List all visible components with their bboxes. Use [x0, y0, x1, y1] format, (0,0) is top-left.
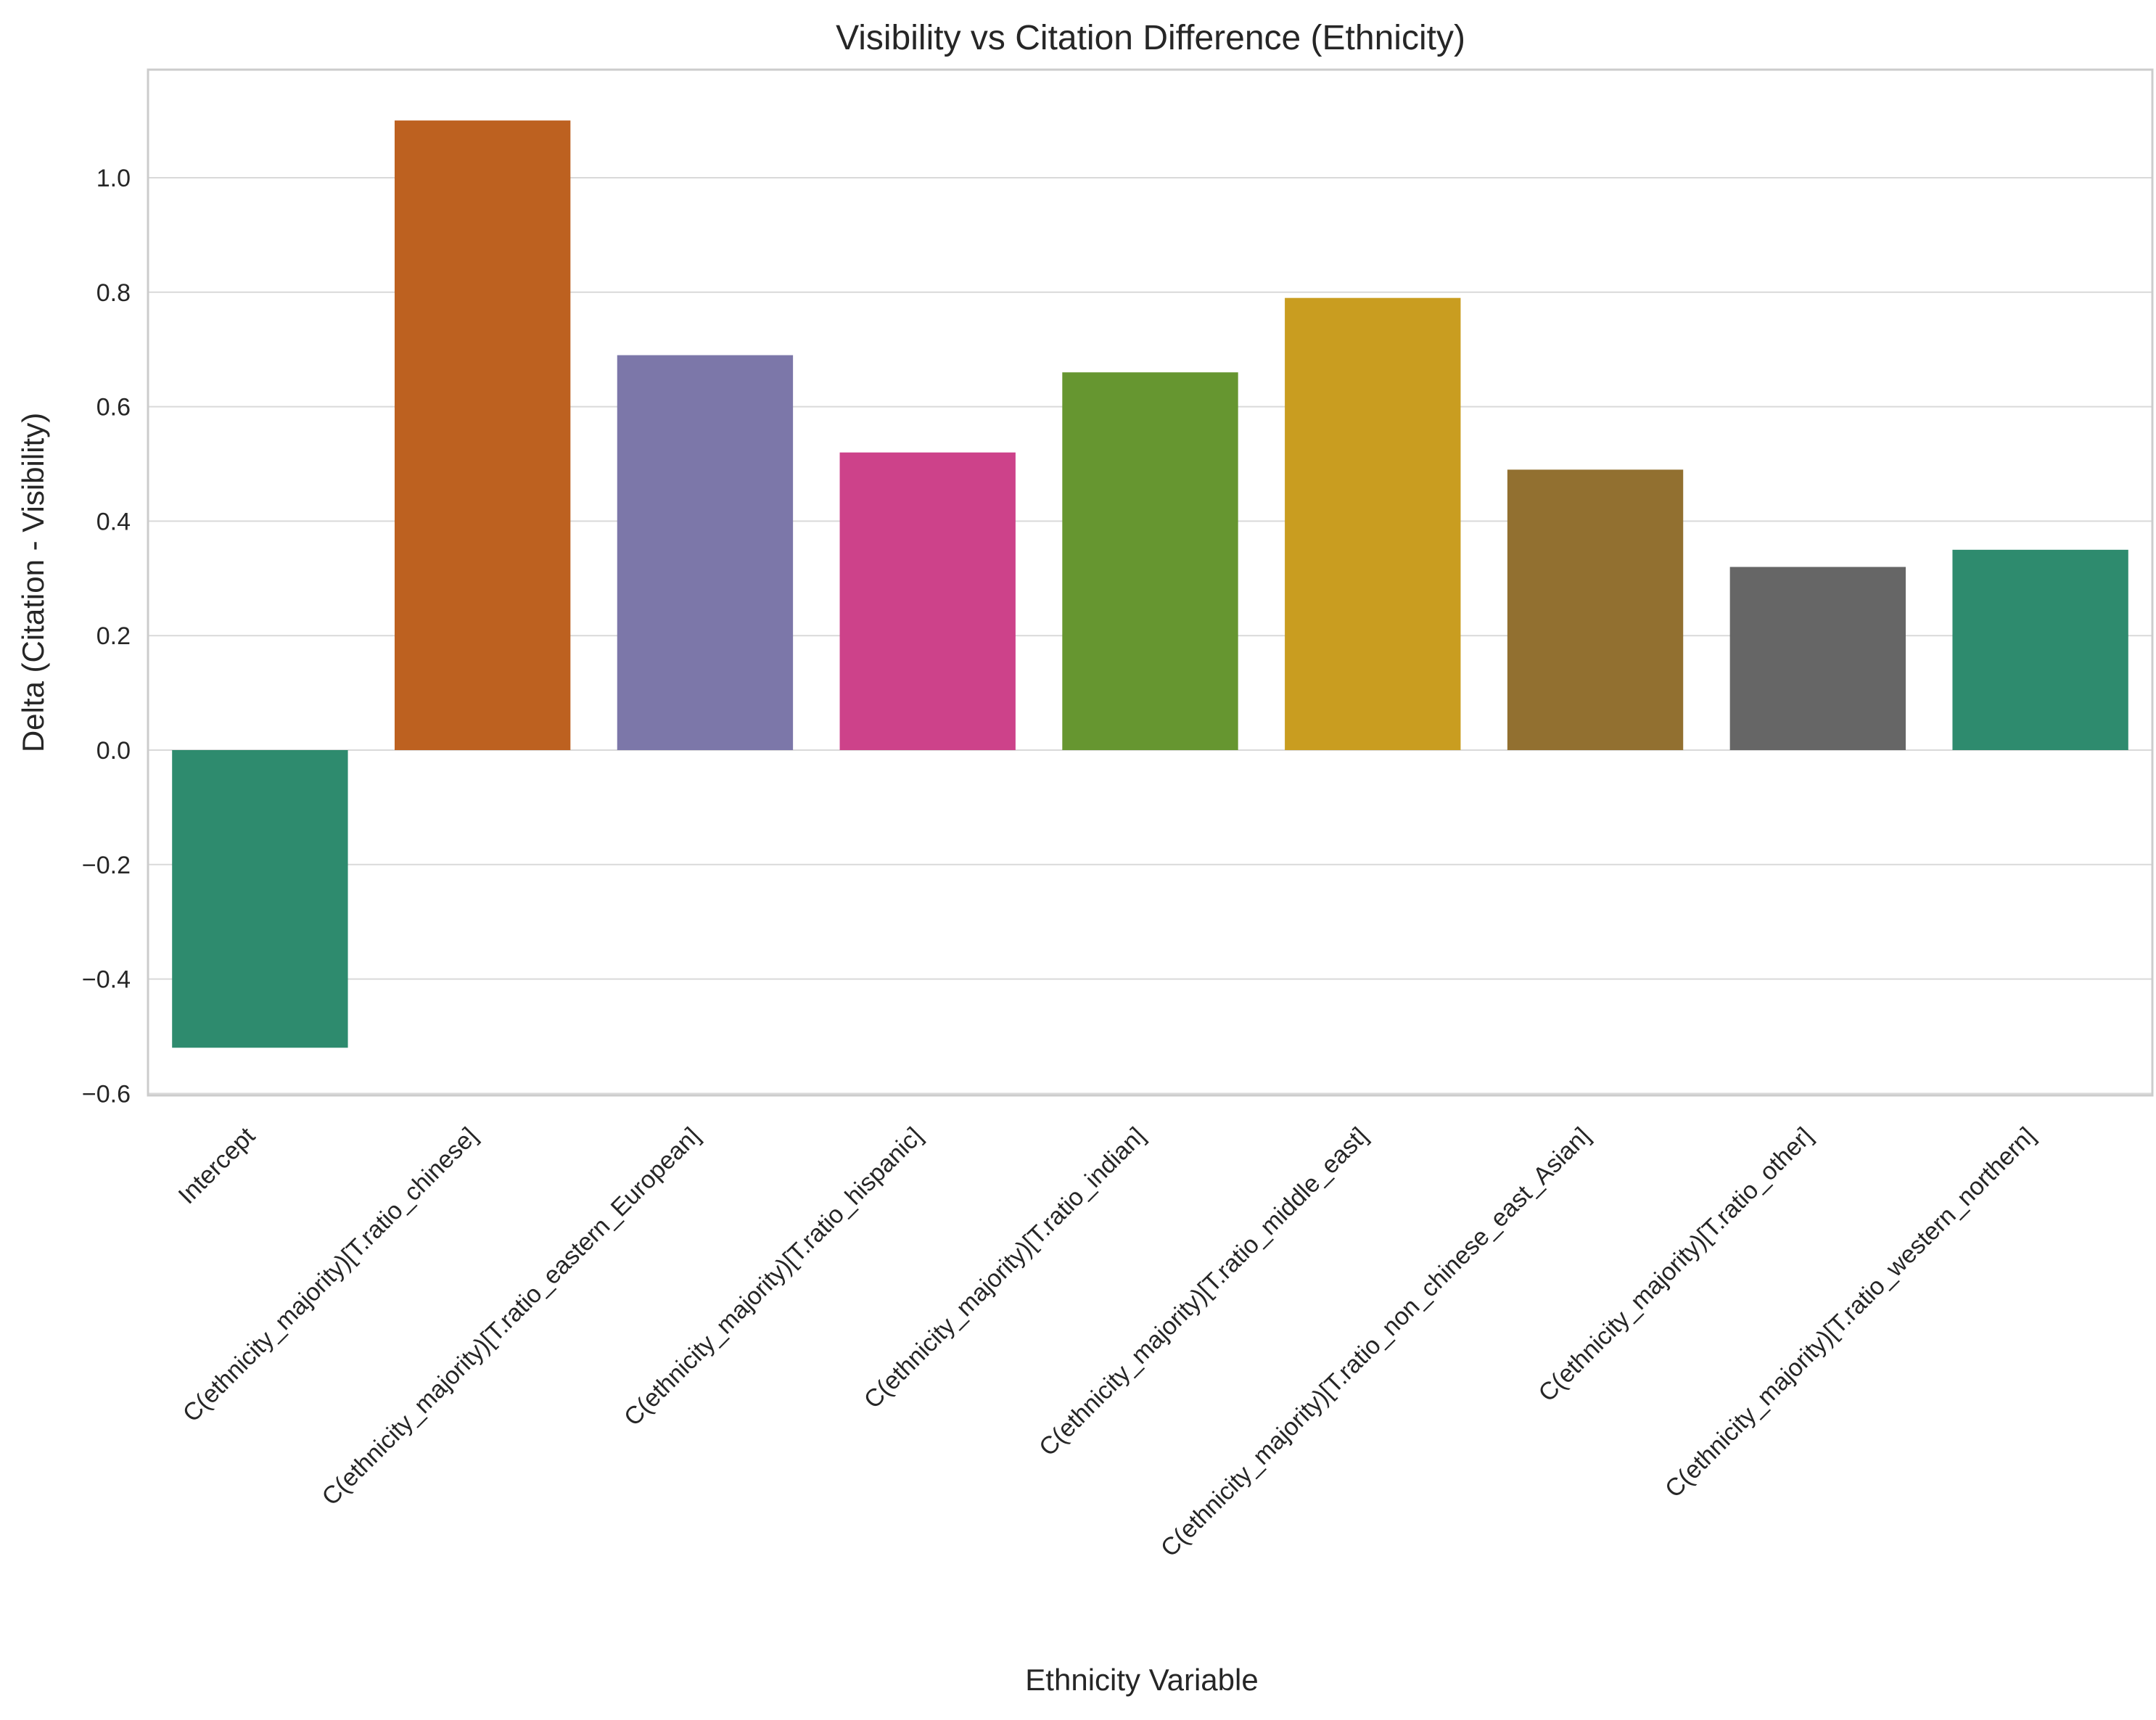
bar	[172, 750, 348, 1048]
y-tick-label: 0.6	[96, 394, 131, 421]
y-tick-label: −0.4	[82, 966, 131, 994]
bar	[839, 452, 1016, 750]
bar	[1285, 297, 1461, 750]
y-tick-label: 0.4	[96, 508, 131, 535]
bar	[617, 355, 794, 751]
y-tick-label: 1.0	[96, 165, 131, 192]
y-tick-label: 0.0	[96, 737, 131, 765]
y-tick-label: 0.8	[96, 279, 131, 307]
y-tick-labels: −0.6 −0.4 −0.2 0.0 0.2 0.4 0.6 0.8 1.0	[82, 165, 131, 1108]
bar	[1729, 567, 1906, 750]
bars	[172, 120, 2128, 1048]
plot-frame	[147, 68, 2154, 1097]
chart-title: Visibility vs Citation Difference (Ethni…	[836, 19, 1465, 57]
bar	[1062, 372, 1238, 750]
y-tick-label: 0.2	[96, 622, 131, 650]
y-axis-label: Delta (Citation - Visibility)	[16, 413, 50, 752]
bar	[1952, 549, 2128, 750]
bar	[1507, 469, 1684, 750]
y-tick-label: −0.6	[82, 1080, 131, 1108]
y-tick-label: −0.2	[82, 852, 131, 879]
bar	[394, 120, 571, 751]
x-axis-label: Ethnicity Variable	[1025, 1663, 1258, 1697]
